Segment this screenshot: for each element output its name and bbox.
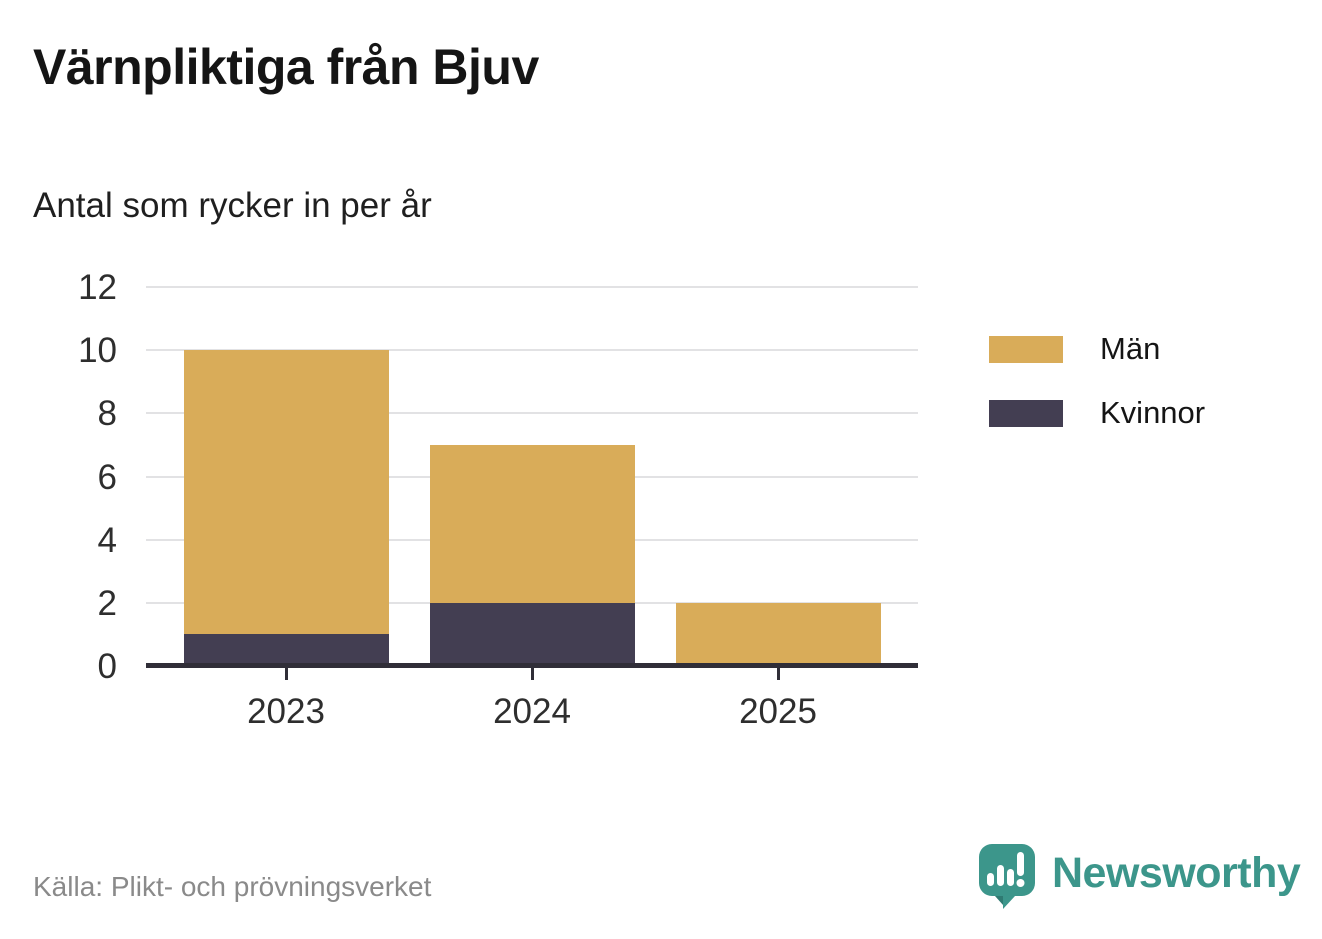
y-axis-tick-label-2: 2 [97, 583, 117, 623]
chart-title: Värnpliktiga från Bjuv [33, 39, 539, 95]
chart-subtitle: Antal som rycker in per år [33, 186, 432, 225]
legend-swatch-women [989, 399, 1063, 427]
gridline-y-10 [146, 349, 918, 352]
bar-segment-2023-män [183, 350, 389, 635]
gridline-y-12 [146, 286, 918, 288]
legend-swatch-men [989, 335, 1063, 363]
x-axis-tick-label-2025: 2025 [739, 692, 817, 731]
y-axis-tick-label-8: 8 [97, 394, 117, 434]
bar-segment-2023-kvinnor [183, 634, 389, 666]
legend-item-women: Kvinnor [989, 395, 1205, 431]
gridline-y-8 [146, 412, 918, 415]
x-axis-tick-2023 [284, 668, 288, 680]
bar-group [146, 287, 918, 666]
bar-2023 [183, 350, 389, 666]
source-note: Källa: Plikt- och prövningsverket [33, 871, 432, 902]
legend-item-men: Män [989, 331, 1205, 367]
newsworthy-speech-bubble-chart-icon [979, 844, 1035, 909]
y-axis-tick-label-6: 6 [97, 457, 117, 497]
plot-area [146, 286, 918, 666]
bar-segment-2024-kvinnor [429, 602, 635, 666]
bar-2025 [675, 602, 881, 666]
y-axis-tick-label-10: 10 [78, 331, 117, 371]
x-axis-tick-2025 [776, 668, 780, 680]
newsworthy-logo: Newsworthy [978, 843, 1301, 915]
x-axis-tick-label-2024: 2024 [493, 692, 571, 731]
x-axis-tick-2024 [530, 668, 534, 680]
legend-label-men: Män [1100, 331, 1161, 366]
bar-segment-2024-män [429, 444, 635, 603]
legend: Män Kvinnor [989, 331, 1205, 459]
bar-segment-2025-män [675, 602, 881, 666]
legend-label-women: Kvinnor [1100, 395, 1206, 430]
x-axis-line [146, 663, 918, 668]
x-axis-tick-label-2023: 2023 [247, 692, 325, 731]
bar-2024 [429, 444, 635, 666]
newsworthy-wordmark: Newsworthy [1052, 849, 1301, 897]
y-axis-tick-label-4: 4 [97, 520, 117, 560]
y-axis-tick-label-12: 12 [78, 268, 117, 307]
y-axis-tick-label-0: 0 [97, 647, 117, 686]
